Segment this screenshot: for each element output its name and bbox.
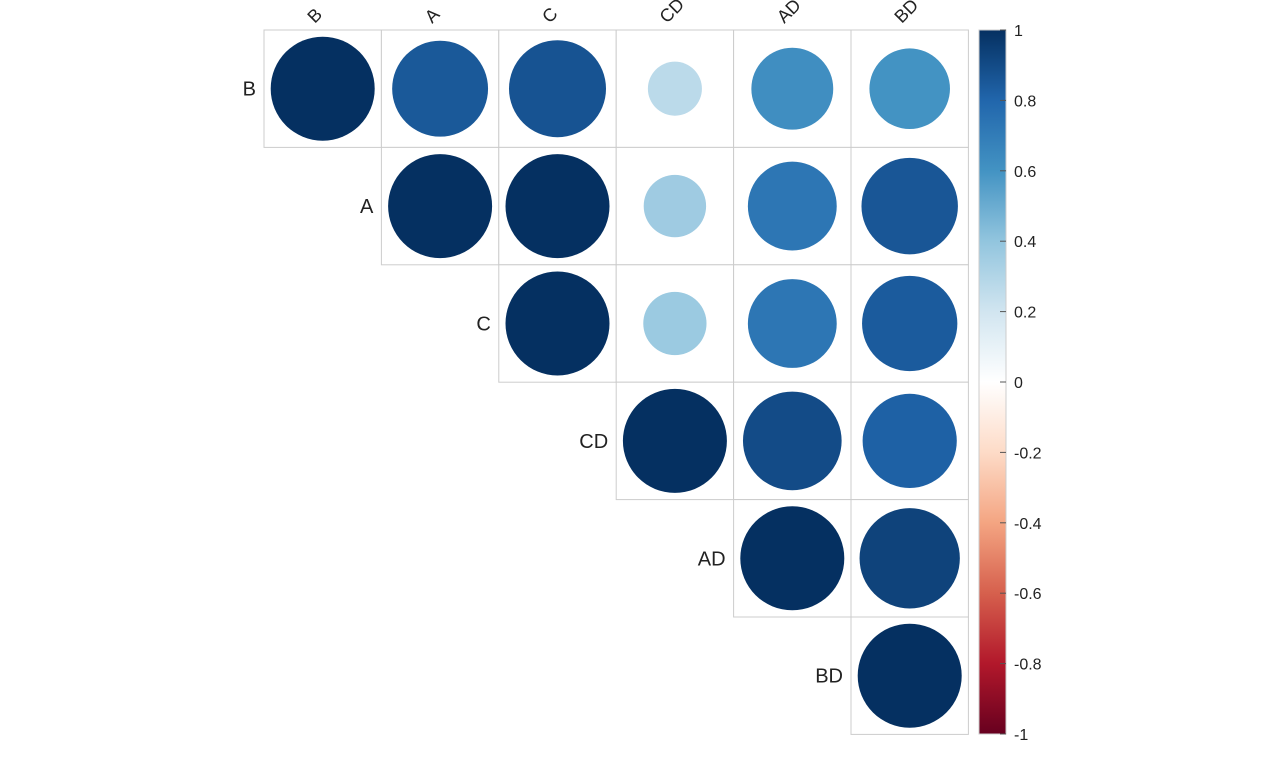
col-label-ad: AD <box>773 0 805 27</box>
colorbar-tick-label: 0.8 <box>1014 93 1036 110</box>
colorbar-tick-label: -0.8 <box>1014 657 1042 674</box>
row-label-a: A <box>360 196 374 218</box>
corr-circle-ad-bd <box>859 508 960 609</box>
colorbar-tick-label: -1 <box>1014 727 1028 744</box>
col-label-c: C <box>538 3 561 26</box>
colorbar-tick-label: -0.2 <box>1014 445 1042 462</box>
corr-circle-c-bd <box>862 275 958 372</box>
row-label-bd: BD <box>815 666 843 688</box>
grid-cells <box>263 29 969 735</box>
colorbar-tick-label: 1 <box>1014 23 1023 40</box>
corr-circle-b-bd <box>869 48 950 129</box>
col-label-a: A <box>421 4 444 27</box>
corr-circle-a-cd <box>643 174 707 238</box>
corr-circle-cd-ad <box>742 391 842 491</box>
corr-circle-b-c <box>508 40 607 138</box>
correlation-circles <box>270 36 962 728</box>
row-label-ad: AD <box>698 548 726 570</box>
corr-circle-a-c <box>505 154 610 259</box>
colorbar-tick-label: 0.2 <box>1014 305 1036 322</box>
row-label-cd: CD <box>579 431 608 453</box>
corr-circle-bd-bd <box>857 623 962 728</box>
row-label-b: B <box>243 79 256 101</box>
corr-circle-a-a <box>388 154 493 259</box>
corr-circle-a-bd <box>861 157 958 255</box>
corr-circle-c-cd <box>643 291 707 356</box>
colorbar: 1 0.8 0.6 0.4 0.2 0 -0.2 -0.4 -0.6 -0.8 -1 <box>978 23 1042 744</box>
corr-circle-b-ad <box>751 47 834 130</box>
corr-circle-ad-ad <box>740 506 845 611</box>
corr-circle-b-b <box>270 36 375 141</box>
col-label-b: B <box>303 4 326 27</box>
row-label-c: C <box>476 314 490 336</box>
colorbar-tick-label: 0.6 <box>1014 164 1036 181</box>
corr-circle-c-c <box>505 271 610 376</box>
colorbar-tick-label: -0.4 <box>1014 516 1042 533</box>
corr-circle-cd-cd <box>622 388 727 493</box>
corr-circle-c-ad <box>747 279 837 368</box>
corr-circle-a-ad <box>747 161 837 251</box>
col-label-cd: CD <box>656 0 689 27</box>
colorbar-tick-label: -0.6 <box>1014 586 1042 603</box>
col-label-bd: BD <box>890 0 922 27</box>
colorbar-tick-label: 0.4 <box>1014 234 1036 251</box>
corr-circle-cd-bd <box>862 393 957 488</box>
corr-circle-b-a <box>392 40 489 137</box>
colorbar-tick-label: 0 <box>1014 375 1023 392</box>
corr-circle-b-cd <box>647 61 702 116</box>
